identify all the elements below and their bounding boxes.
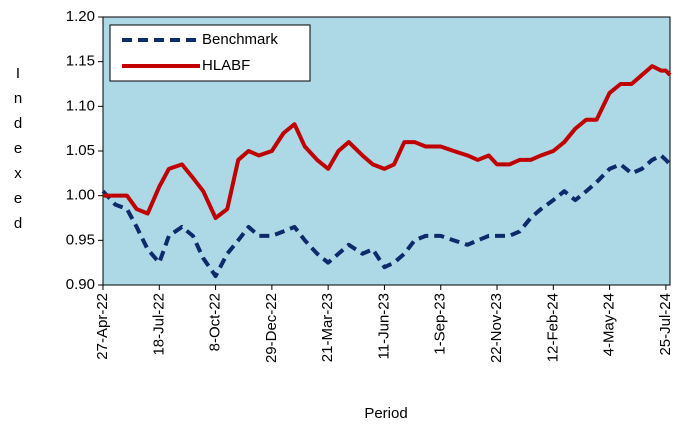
x-tick-label: 29-Dec-22 (263, 293, 280, 363)
y-tick-label: 0.90 (66, 276, 95, 293)
x-tick-label: 1-Sep-23 (432, 293, 449, 355)
x-tick-label: 8-Oct-22 (207, 293, 224, 351)
legend-box (109, 24, 311, 82)
x-tick-label: 25-Jul-24 (657, 293, 674, 356)
legend-label: HLABF (202, 57, 250, 74)
y-tick-label: 1.20 (66, 8, 95, 25)
x-tick-label: 4-May-24 (601, 293, 618, 356)
x-tick-label: 12-Feb-24 (544, 293, 561, 362)
x-tick-label: 11-Jun-23 (375, 293, 392, 359)
x-axis-label: Period (364, 405, 407, 422)
x-tick-label: 18-Jul-22 (150, 293, 167, 356)
series-line (103, 64, 672, 220)
series-line (101, 153, 672, 279)
x-tick-label: 27-Apr-22 (94, 293, 111, 360)
y-tick-label: 0.95 (66, 231, 95, 248)
y-axis-label: Indexed (10, 65, 27, 240)
y-tick-label: 1.10 (66, 97, 95, 114)
x-tick-label: 21-Mar-23 (319, 293, 336, 362)
legend-label: Benchmark (202, 31, 278, 48)
y-tick-label: 1.05 (66, 142, 95, 159)
y-tick-label: 1.15 (66, 53, 95, 70)
y-tick-label: 1.00 (66, 187, 95, 204)
x-tick-label: 22-Nov-23 (488, 293, 505, 363)
